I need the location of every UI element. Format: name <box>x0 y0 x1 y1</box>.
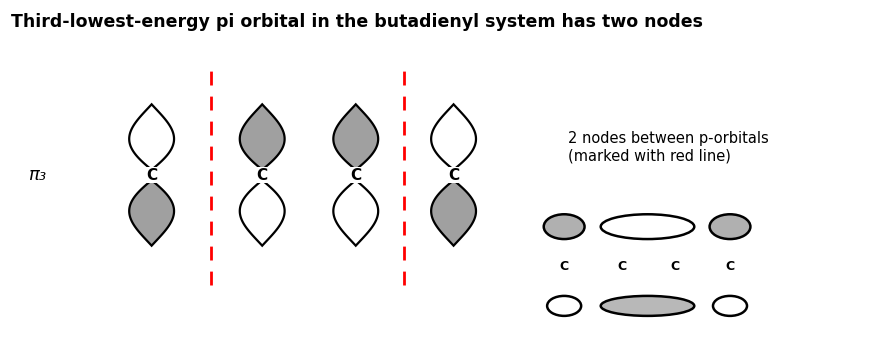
Text: C: C <box>618 260 626 273</box>
Text: C: C <box>257 168 268 182</box>
Polygon shape <box>240 180 285 246</box>
Ellipse shape <box>710 214 751 239</box>
Ellipse shape <box>601 214 695 239</box>
Text: C: C <box>560 260 569 273</box>
Text: π₃: π₃ <box>28 166 46 184</box>
Text: 2 nodes between p-orbitals
(marked with red line): 2 nodes between p-orbitals (marked with … <box>569 131 769 164</box>
Text: Third-lowest-energy pi orbital in the butadienyl system has two nodes: Third-lowest-energy pi orbital in the bu… <box>11 13 703 31</box>
Ellipse shape <box>601 296 695 316</box>
Polygon shape <box>129 180 174 246</box>
Text: C: C <box>448 168 459 182</box>
Polygon shape <box>334 104 378 170</box>
Polygon shape <box>431 104 476 170</box>
Text: C: C <box>670 260 679 273</box>
Ellipse shape <box>544 214 584 239</box>
Ellipse shape <box>548 296 581 316</box>
Ellipse shape <box>713 296 747 316</box>
Text: C: C <box>725 260 735 273</box>
Text: C: C <box>350 168 361 182</box>
Polygon shape <box>334 180 378 246</box>
Polygon shape <box>129 104 174 170</box>
Polygon shape <box>431 180 476 246</box>
Polygon shape <box>240 104 285 170</box>
Text: C: C <box>146 168 157 182</box>
